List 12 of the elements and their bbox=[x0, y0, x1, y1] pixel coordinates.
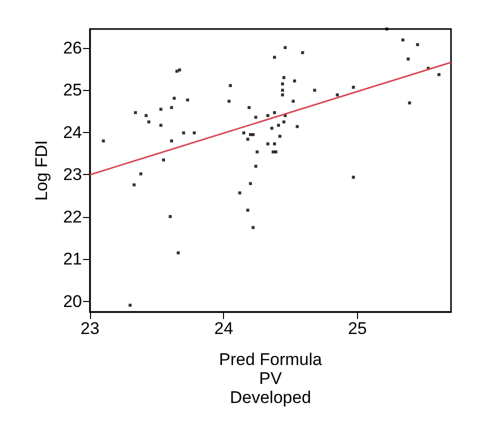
y-tick-label: 26 bbox=[63, 38, 82, 58]
y-tick-label: 21 bbox=[63, 250, 82, 269]
y-tick-label: 23 bbox=[63, 165, 82, 184]
y-axis-title: Log FDI bbox=[32, 140, 51, 201]
y-tick-label: 20 bbox=[63, 292, 82, 311]
x-tick-label: 23 bbox=[80, 319, 100, 338]
x-tick-label: 24 bbox=[214, 319, 234, 338]
y-tick-label: 22 bbox=[63, 207, 82, 226]
x-axis-title: Pred Formula PV Developed bbox=[219, 350, 323, 407]
y-tick-label: 24 bbox=[63, 122, 82, 142]
x-tick-label: 25 bbox=[348, 319, 367, 338]
y-tick-label: 25 bbox=[63, 80, 82, 100]
